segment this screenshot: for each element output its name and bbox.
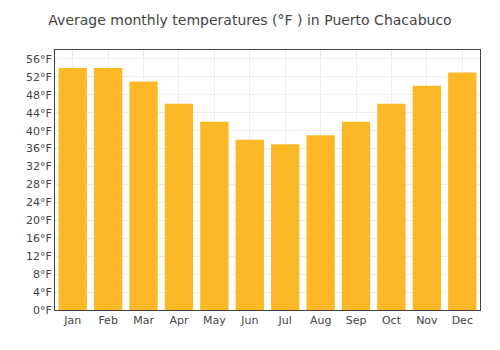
svg-text:4°F: 4°F bbox=[33, 286, 52, 299]
svg-text:56°F: 56°F bbox=[26, 53, 52, 66]
svg-text:28°F: 28°F bbox=[26, 178, 52, 191]
svg-text:44°F: 44°F bbox=[26, 107, 52, 120]
svg-text:Oct: Oct bbox=[382, 314, 402, 327]
svg-text:48°F: 48°F bbox=[26, 89, 52, 102]
svg-text:Dec: Dec bbox=[452, 314, 473, 327]
svg-text:Nov: Nov bbox=[416, 314, 438, 327]
svg-text:32°F: 32°F bbox=[26, 160, 52, 173]
svg-text:16°F: 16°F bbox=[26, 232, 52, 245]
svg-text:Average monthly temperatures (: Average monthly temperatures (°F ) in Pu… bbox=[48, 12, 451, 28]
svg-text:52°F: 52°F bbox=[26, 71, 52, 84]
svg-text:Jan: Jan bbox=[63, 314, 81, 327]
svg-text:Aug: Aug bbox=[310, 314, 331, 327]
svg-text:Jul: Jul bbox=[278, 314, 292, 327]
svg-text:Jun: Jun bbox=[240, 314, 258, 327]
svg-text:Feb: Feb bbox=[98, 314, 117, 327]
svg-text:8°F: 8°F bbox=[33, 268, 52, 281]
svg-text:Mar: Mar bbox=[133, 314, 154, 327]
svg-text:20°F: 20°F bbox=[26, 214, 52, 227]
svg-text:40°F: 40°F bbox=[26, 125, 52, 138]
svg-text:12°F: 12°F bbox=[26, 250, 52, 263]
svg-text:Apr: Apr bbox=[169, 314, 189, 327]
svg-text:Sep: Sep bbox=[346, 314, 367, 327]
svg-text:0°F: 0°F bbox=[33, 304, 52, 317]
svg-text:36°F: 36°F bbox=[26, 142, 52, 155]
svg-text:24°F: 24°F bbox=[26, 196, 52, 209]
svg-text:May: May bbox=[203, 314, 226, 327]
